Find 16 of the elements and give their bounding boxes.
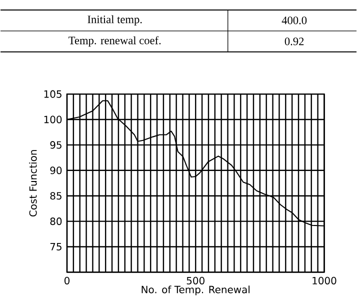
x-tick-label: 500 bbox=[186, 276, 204, 284]
y-tick-label: 75 bbox=[50, 243, 62, 250]
x-axis-title: No. of Temp. Renewal bbox=[142, 286, 250, 296]
x-tick-label: 0 bbox=[64, 276, 70, 284]
text: Temp. renewal coef. bbox=[68, 36, 161, 47]
text: 0.92 bbox=[284, 38, 304, 46]
y-tick-label: 85 bbox=[50, 192, 62, 200]
y-tick-label: 95 bbox=[50, 141, 62, 149]
y-tick-label: 105 bbox=[44, 90, 62, 98]
text: 400.0 bbox=[282, 16, 307, 24]
text: Initial temp. bbox=[88, 15, 142, 26]
y-tick-label: 80 bbox=[50, 217, 62, 226]
y-tick-label: 90 bbox=[50, 166, 62, 174]
y-tick-label: 100 bbox=[44, 116, 62, 124]
x-tick-label: 1000 bbox=[312, 276, 336, 284]
y-axis-title: Cost Function bbox=[29, 150, 37, 216]
